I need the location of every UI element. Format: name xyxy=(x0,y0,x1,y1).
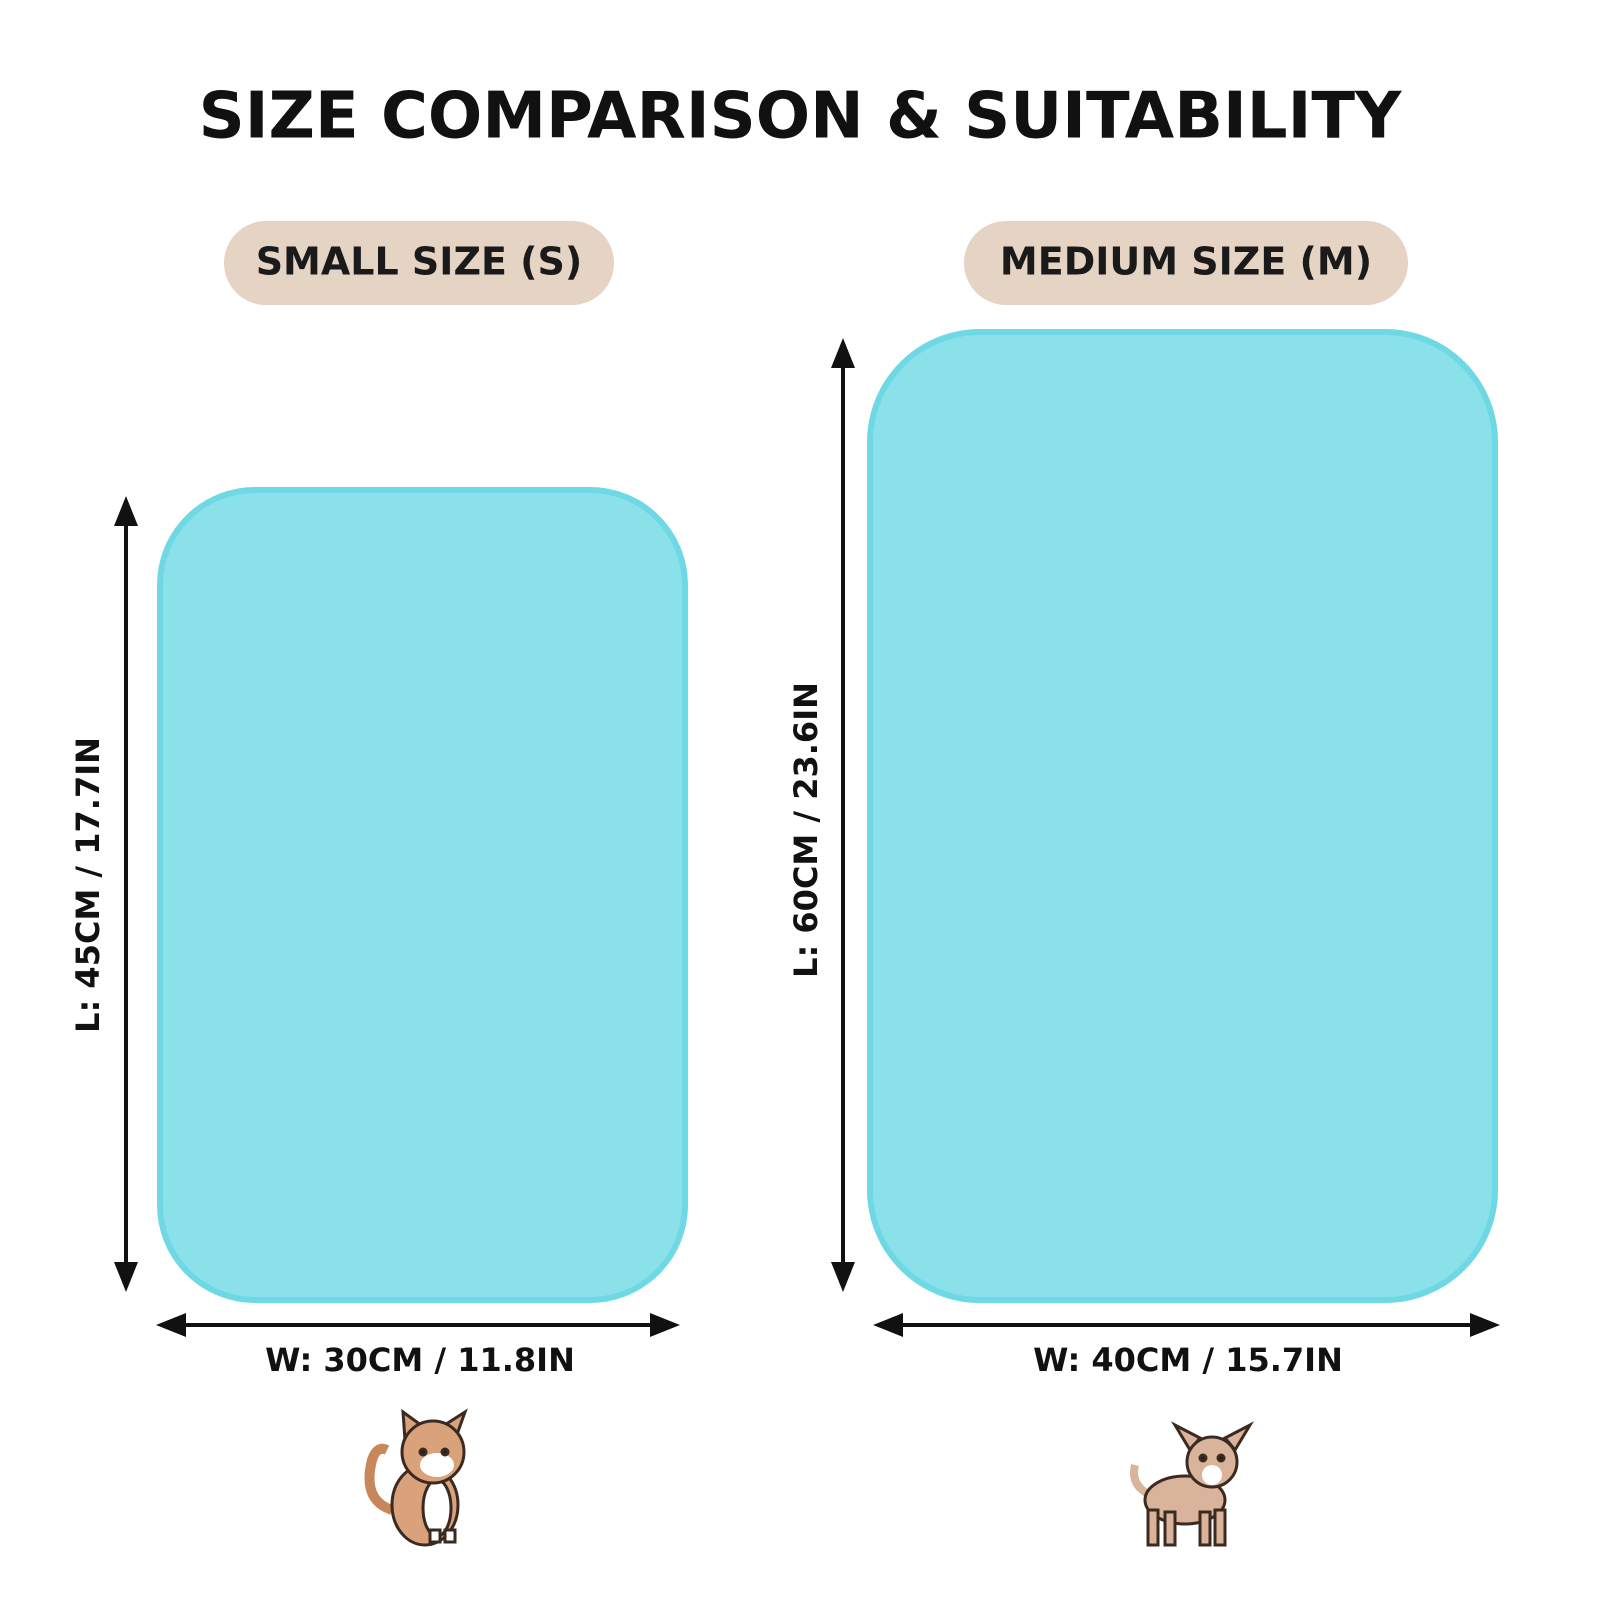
mat xyxy=(157,487,688,1303)
badge xyxy=(964,221,1408,305)
length-arrow xyxy=(831,338,855,1292)
width-arrow xyxy=(873,1313,1500,1337)
badge-text: SMALL SIZE (S) xyxy=(256,240,583,284)
dog-icon xyxy=(1130,1421,1255,1547)
badge xyxy=(224,221,614,305)
width-label: W: 30CM / 11.8IN xyxy=(265,1341,575,1379)
length-arrow xyxy=(114,496,138,1292)
cat-icon xyxy=(364,1408,468,1547)
width-arrow xyxy=(156,1313,680,1337)
length-label: L: 45CM / 17.7IN xyxy=(69,737,107,1033)
width-label: W: 40CM / 15.7IN xyxy=(1033,1341,1343,1379)
length-label: L: 60CM / 23.6IN xyxy=(787,682,825,978)
mat xyxy=(867,329,1498,1303)
title: SIZE COMPARISON & SUITABILITY xyxy=(199,80,1402,154)
badge-text: MEDIUM SIZE (M) xyxy=(1000,240,1372,284)
